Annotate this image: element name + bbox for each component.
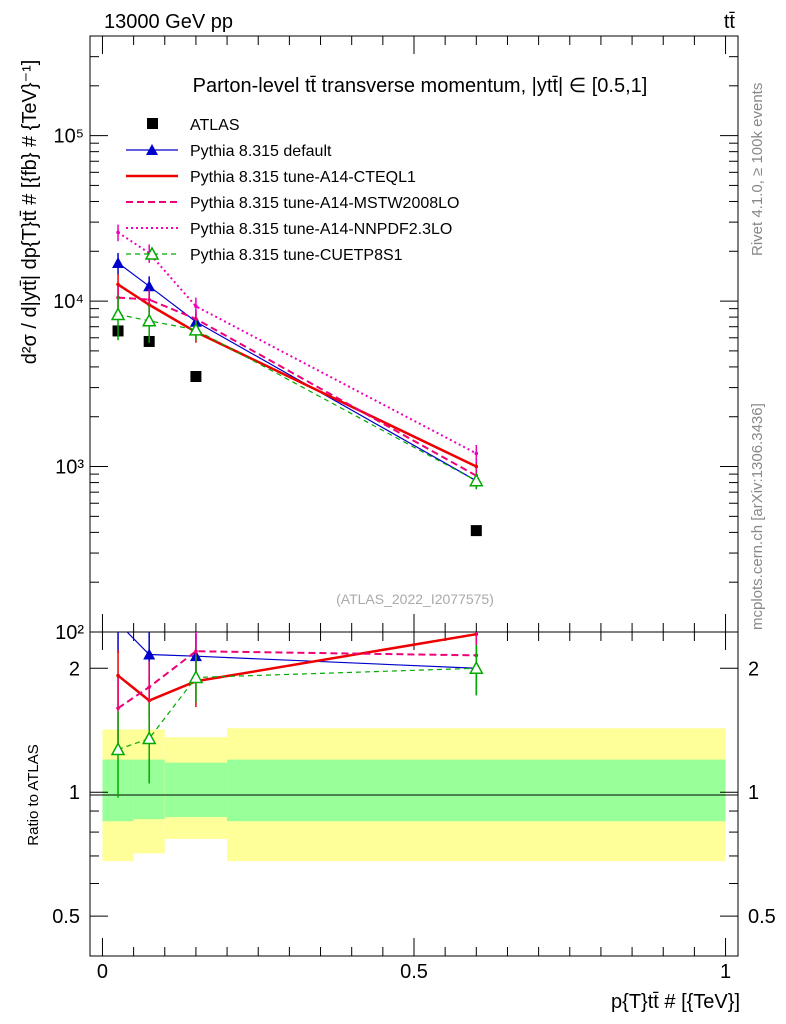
atlas-data-point [470, 525, 482, 537]
point-marker [194, 616, 198, 620]
x-axis-label: p{T}tt̄ # [{TeV}] [611, 991, 740, 1013]
ratio-line [118, 549, 476, 618]
legend: ATLAS Pythia 8.315 default Pythia 8.315 tu… [126, 117, 459, 264]
x-tick-label: 1 [720, 961, 731, 983]
open-triangle-marker [110, 741, 126, 756]
legend-item: Pythia 8.315 tune-A14-MSTW2008LO [126, 195, 459, 212]
ratio-y-tick-label: 1 [69, 782, 80, 804]
ratio-y-axis-label: Ratio to ATLAS [25, 744, 42, 845]
point-marker [116, 673, 120, 678]
point-marker [116, 282, 120, 287]
open-triangle-marker [469, 473, 484, 487]
series-line [117, 262, 477, 482]
inner-band-bin [164, 762, 228, 818]
process-label: tt̄ [724, 11, 736, 33]
main-y-tick-label: 10⁵ [53, 126, 84, 148]
legend-item: ATLAS [147, 117, 240, 134]
ratio-line [117, 650, 477, 709]
analysis-watermark: (ATLAS_2022_I2077575) [336, 591, 494, 607]
legend-label: ATLAS [190, 117, 240, 134]
main-series-group [110, 224, 484, 537]
series-pythia-8-315-tune-cuetp8s1 [110, 295, 484, 490]
point-marker [116, 706, 120, 710]
triangle-marker [143, 648, 156, 660]
ratio-y-tick-label-right: 0.5 [748, 906, 776, 928]
legend-item: Pythia 8.315 default [126, 143, 332, 160]
legend-label: Pythia 8.315 default [190, 143, 332, 160]
point-marker [474, 451, 479, 456]
energy-label: 13000 GeV pp [104, 11, 233, 33]
series-pythia-8-315-tune-a14-cteql1 [116, 273, 479, 475]
series-line [117, 296, 477, 477]
main-plot-frame [89, 35, 739, 633]
point-marker [116, 230, 120, 235]
series-line [117, 231, 477, 455]
inner-band-bin [227, 759, 726, 822]
open-triangle-marker [141, 313, 157, 327]
ratio-pythia-8-315-tune-a14-cteql1 [116, 632, 479, 730]
axis-ticks: 10² 10³ 10⁴ 10⁵ 0.5 0.5 1 1 2 2 0 0.5 1 [52, 35, 776, 983]
open-triangle-marker [141, 730, 157, 745]
ratio-uncertainty-bands [102, 728, 726, 862]
x-tick-label: 0 [97, 961, 108, 983]
ratio-line [126, 632, 477, 669]
point-marker [474, 464, 479, 469]
ratio-y-tick-label-right: 2 [748, 658, 759, 680]
legend-label: Pythia 8.315 tune-A14-NNPDF2.3LO [190, 221, 452, 238]
ratio-pythia-8-315-tune-cuetp8s1 [110, 644, 484, 798]
legend-item: Pythia 8.315 tune-CUETP8S1 [126, 246, 403, 264]
triangle-marker [146, 144, 158, 155]
legend-item: Pythia 8.315 tune-A14-CTEQL1 [126, 169, 416, 186]
point-marker [194, 317, 198, 321]
point-marker [194, 304, 198, 309]
ratio-y-tick-label: 2 [69, 658, 80, 680]
triangle-marker [143, 280, 156, 292]
main-y-tick-label: 10² [55, 622, 84, 644]
main-y-axis-label: d²σ / d|ytt̄| dp{T}tt̄ # [{fb} # {TeV}⁻¹… [19, 60, 41, 365]
legend-item: Pythia 8.315 tune-A14-NNPDF2.3LO [126, 221, 452, 238]
open-triangle-marker [110, 306, 126, 321]
legend-label: Pythia 8.315 tune-A14-CTEQL1 [190, 169, 416, 186]
legend-atlas-marker [147, 118, 158, 129]
open-triangle-marker [188, 322, 204, 336]
ratio-y-tick-label-right: 1 [748, 782, 759, 804]
ratio-pythia-8-315-default [112, 617, 483, 696]
open-triangle-marker [469, 660, 484, 675]
point-marker [194, 649, 198, 654]
series-line [117, 283, 477, 468]
open-triangle-marker [144, 246, 160, 260]
main-y-tick-label: 10³ [55, 457, 84, 479]
mcplots-label: mcplots.cern.ch [arXiv:1306.3436] [749, 403, 766, 630]
triangle-marker [112, 256, 125, 268]
main-y-tick-label: 10⁴ [53, 291, 84, 313]
point-marker [147, 685, 151, 689]
ratio-y-tick-label: 0.5 [52, 906, 80, 928]
series-line [117, 313, 477, 482]
point-marker [147, 572, 151, 576]
ratio-pythia-8-315-tune-a14-nnpdf2-3lo [116, 547, 476, 644]
atlas-data-point [190, 371, 202, 383]
series-pythia-8-315-default [112, 253, 483, 490]
point-marker [147, 297, 151, 302]
ratio-line [117, 632, 477, 702]
chart-title: Parton-level tt̄ transverse momentum, |y… [193, 75, 648, 97]
rivet-version-label: Rivet 4.1.0, ≥ 100k events [749, 83, 766, 256]
point-marker [116, 547, 120, 551]
triangle-marker [112, 617, 124, 628]
ratio-series-group [110, 547, 484, 798]
x-tick-label: 0.5 [400, 961, 428, 983]
series-atlas [112, 325, 482, 537]
open-triangle-marker [188, 669, 204, 684]
legend-label: Pythia 8.315 tune-CUETP8S1 [190, 247, 403, 264]
legend-label: Pythia 8.315 tune-A14-MSTW2008LO [190, 195, 459, 212]
series-pythia-8-315-tune-a14-nnpdf2-3lo [116, 224, 479, 464]
